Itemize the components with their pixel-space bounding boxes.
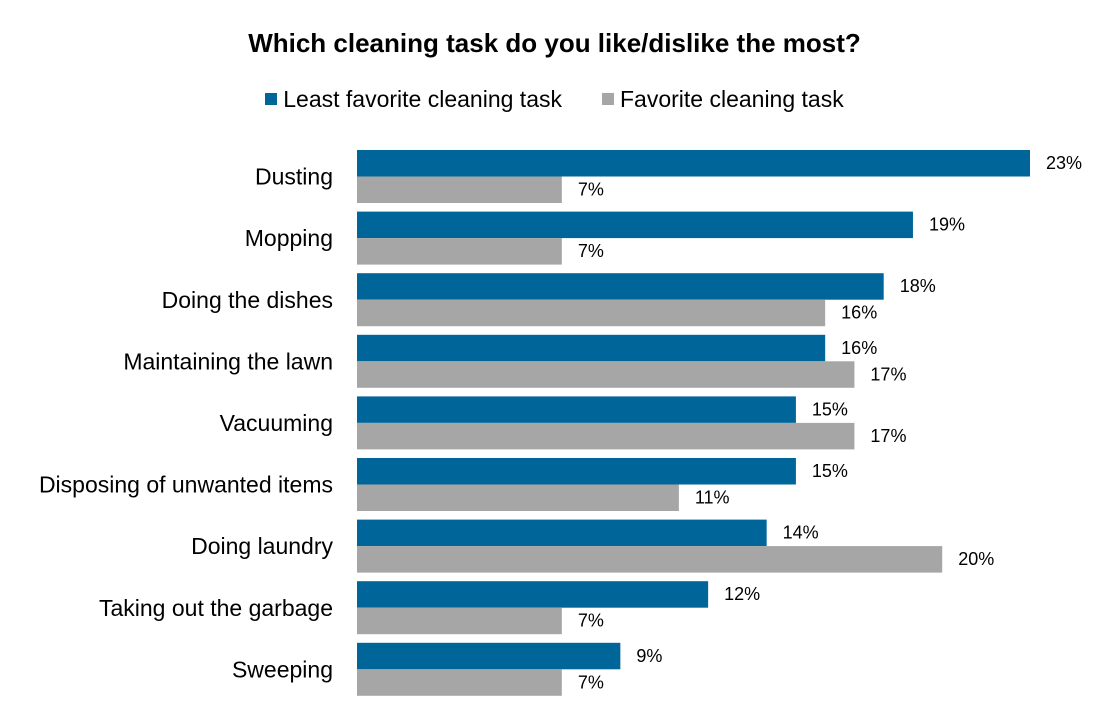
- value-label-favorite-sweeping: 7%: [578, 672, 604, 692]
- bar-favorite-doing-laundry: [357, 546, 943, 573]
- legend-swatch-favorite: [601, 93, 614, 105]
- bar-least-favorite-taking-out-the-garbage: [357, 581, 709, 608]
- category-label-mopping: Mopping: [245, 225, 333, 251]
- value-label-favorite-doing-the-dishes: 16%: [841, 303, 877, 323]
- value-label-least-favorite-mopping: 19%: [929, 215, 965, 235]
- value-label-least-favorite-doing-the-dishes: 18%: [900, 276, 936, 296]
- bar-least-favorite-vacuuming: [357, 396, 796, 423]
- bar-least-favorite-maintaining-the-lawn: [357, 334, 826, 362]
- bar-least-favorite-mopping: [357, 211, 913, 239]
- legend-swatch-least-favorite: [265, 93, 278, 105]
- value-label-favorite-mopping: 7%: [578, 241, 604, 261]
- category-label-disposing-of-unwanted-items: Disposing of unwanted items: [39, 472, 333, 498]
- value-label-least-favorite-dusting: 23%: [1046, 153, 1082, 173]
- value-label-favorite-dusting: 7%: [578, 180, 604, 200]
- category-label-doing-the-dishes: Doing the dishes: [162, 287, 333, 313]
- value-label-least-favorite-doing-laundry: 14%: [783, 523, 819, 543]
- bar-least-favorite-disposing-of-unwanted-items: [357, 458, 796, 485]
- value-label-favorite-vacuuming: 17%: [870, 426, 906, 446]
- bar-favorite-sweeping: [357, 669, 562, 696]
- legend-label-least-favorite: Least favorite cleaning task: [283, 85, 562, 112]
- bar-favorite-disposing-of-unwanted-items: [357, 484, 679, 511]
- bar-least-favorite-dusting: [357, 150, 1030, 177]
- bar-favorite-maintaining-the-lawn: [357, 361, 855, 388]
- value-label-least-favorite-taking-out-the-garbage: 12%: [724, 584, 760, 604]
- category-label-sweeping: Sweeping: [232, 656, 333, 682]
- value-label-favorite-disposing-of-unwanted-items: 11%: [695, 488, 730, 508]
- legend-item-favorite: Favorite cleaning task: [601, 85, 844, 113]
- bar-favorite-doing-the-dishes: [357, 299, 826, 327]
- bar-favorite-vacuuming: [357, 422, 855, 450]
- value-label-least-favorite-disposing-of-unwanted-items: 15%: [812, 461, 848, 481]
- category-label-taking-out-the-garbage: Taking out the garbage: [99, 595, 333, 621]
- value-label-least-favorite-maintaining-the-lawn: 16%: [841, 338, 877, 358]
- bar-least-favorite-sweeping: [357, 642, 621, 670]
- value-label-favorite-doing-laundry: 20%: [958, 549, 994, 569]
- chart-legend: Least favorite cleaning task Favorite cl…: [0, 84, 1109, 114]
- bar-favorite-dusting: [357, 176, 562, 203]
- legend-item-least-favorite: Least favorite cleaning task: [265, 86, 562, 113]
- category-label-doing-laundry: Doing laundry: [191, 533, 333, 559]
- category-label-vacuuming: Vacuuming: [220, 410, 333, 436]
- bar-least-favorite-doing-laundry: [357, 519, 767, 547]
- bar-least-favorite-doing-the-dishes: [357, 273, 884, 300]
- value-label-favorite-taking-out-the-garbage: 7%: [578, 611, 604, 631]
- value-label-least-favorite-vacuuming: 15%: [812, 399, 848, 419]
- chart-title: Which cleaning task do you like/dislike …: [248, 28, 861, 58]
- value-label-least-favorite-sweeping: 9%: [636, 646, 662, 666]
- value-label-favorite-maintaining-the-lawn: 17%: [870, 364, 906, 384]
- legend-label-favorite: Favorite cleaning task: [619, 85, 844, 112]
- category-label-maintaining-the-lawn: Maintaining the lawn: [123, 348, 333, 374]
- category-label-dusting: Dusting: [255, 164, 333, 190]
- bar-favorite-taking-out-the-garbage: [357, 607, 562, 635]
- bar-favorite-mopping: [357, 238, 562, 265]
